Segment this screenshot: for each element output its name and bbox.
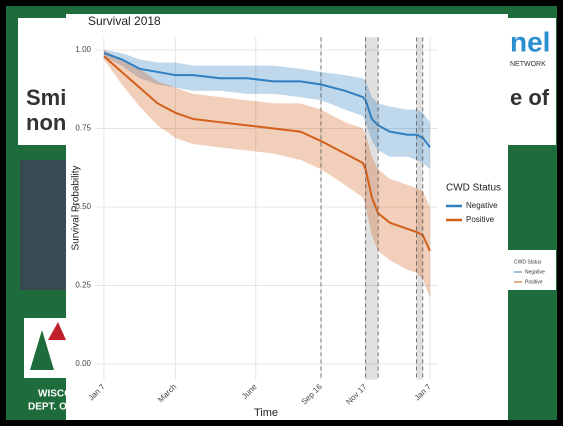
- slide-photo: [20, 160, 66, 290]
- logo-subtext: NETWORK: [510, 61, 546, 68]
- small-legend-entry: Negative: [525, 269, 545, 275]
- legend-entry: Negative: [466, 201, 498, 210]
- agency-text: DEPT. O: [28, 402, 67, 413]
- logo-text: nel: [510, 26, 550, 57]
- slide-text: Smi: [26, 85, 66, 110]
- slide-text: e of: [510, 85, 550, 110]
- small-legend-title: CWD Status: [514, 259, 542, 265]
- legend-title: CWD Status: [446, 183, 501, 194]
- legend-entry: Positive: [466, 215, 495, 224]
- y-tick-label: 0.25: [75, 281, 91, 290]
- screenshot: Smi non e of nel NETWORK WISCO DEPT. O C…: [0, 0, 563, 426]
- y-tick-label: 1.00: [75, 45, 91, 54]
- chart-title: Survival 2018: [88, 14, 161, 28]
- small-legend-entry: Positive: [525, 279, 543, 285]
- y-tick-label: 0.00: [75, 359, 91, 368]
- y-tick-label: 0.75: [75, 124, 91, 133]
- slide-text: non: [26, 110, 66, 135]
- x-axis-label: Time: [254, 407, 278, 419]
- y-tick-label: 0.50: [75, 202, 91, 211]
